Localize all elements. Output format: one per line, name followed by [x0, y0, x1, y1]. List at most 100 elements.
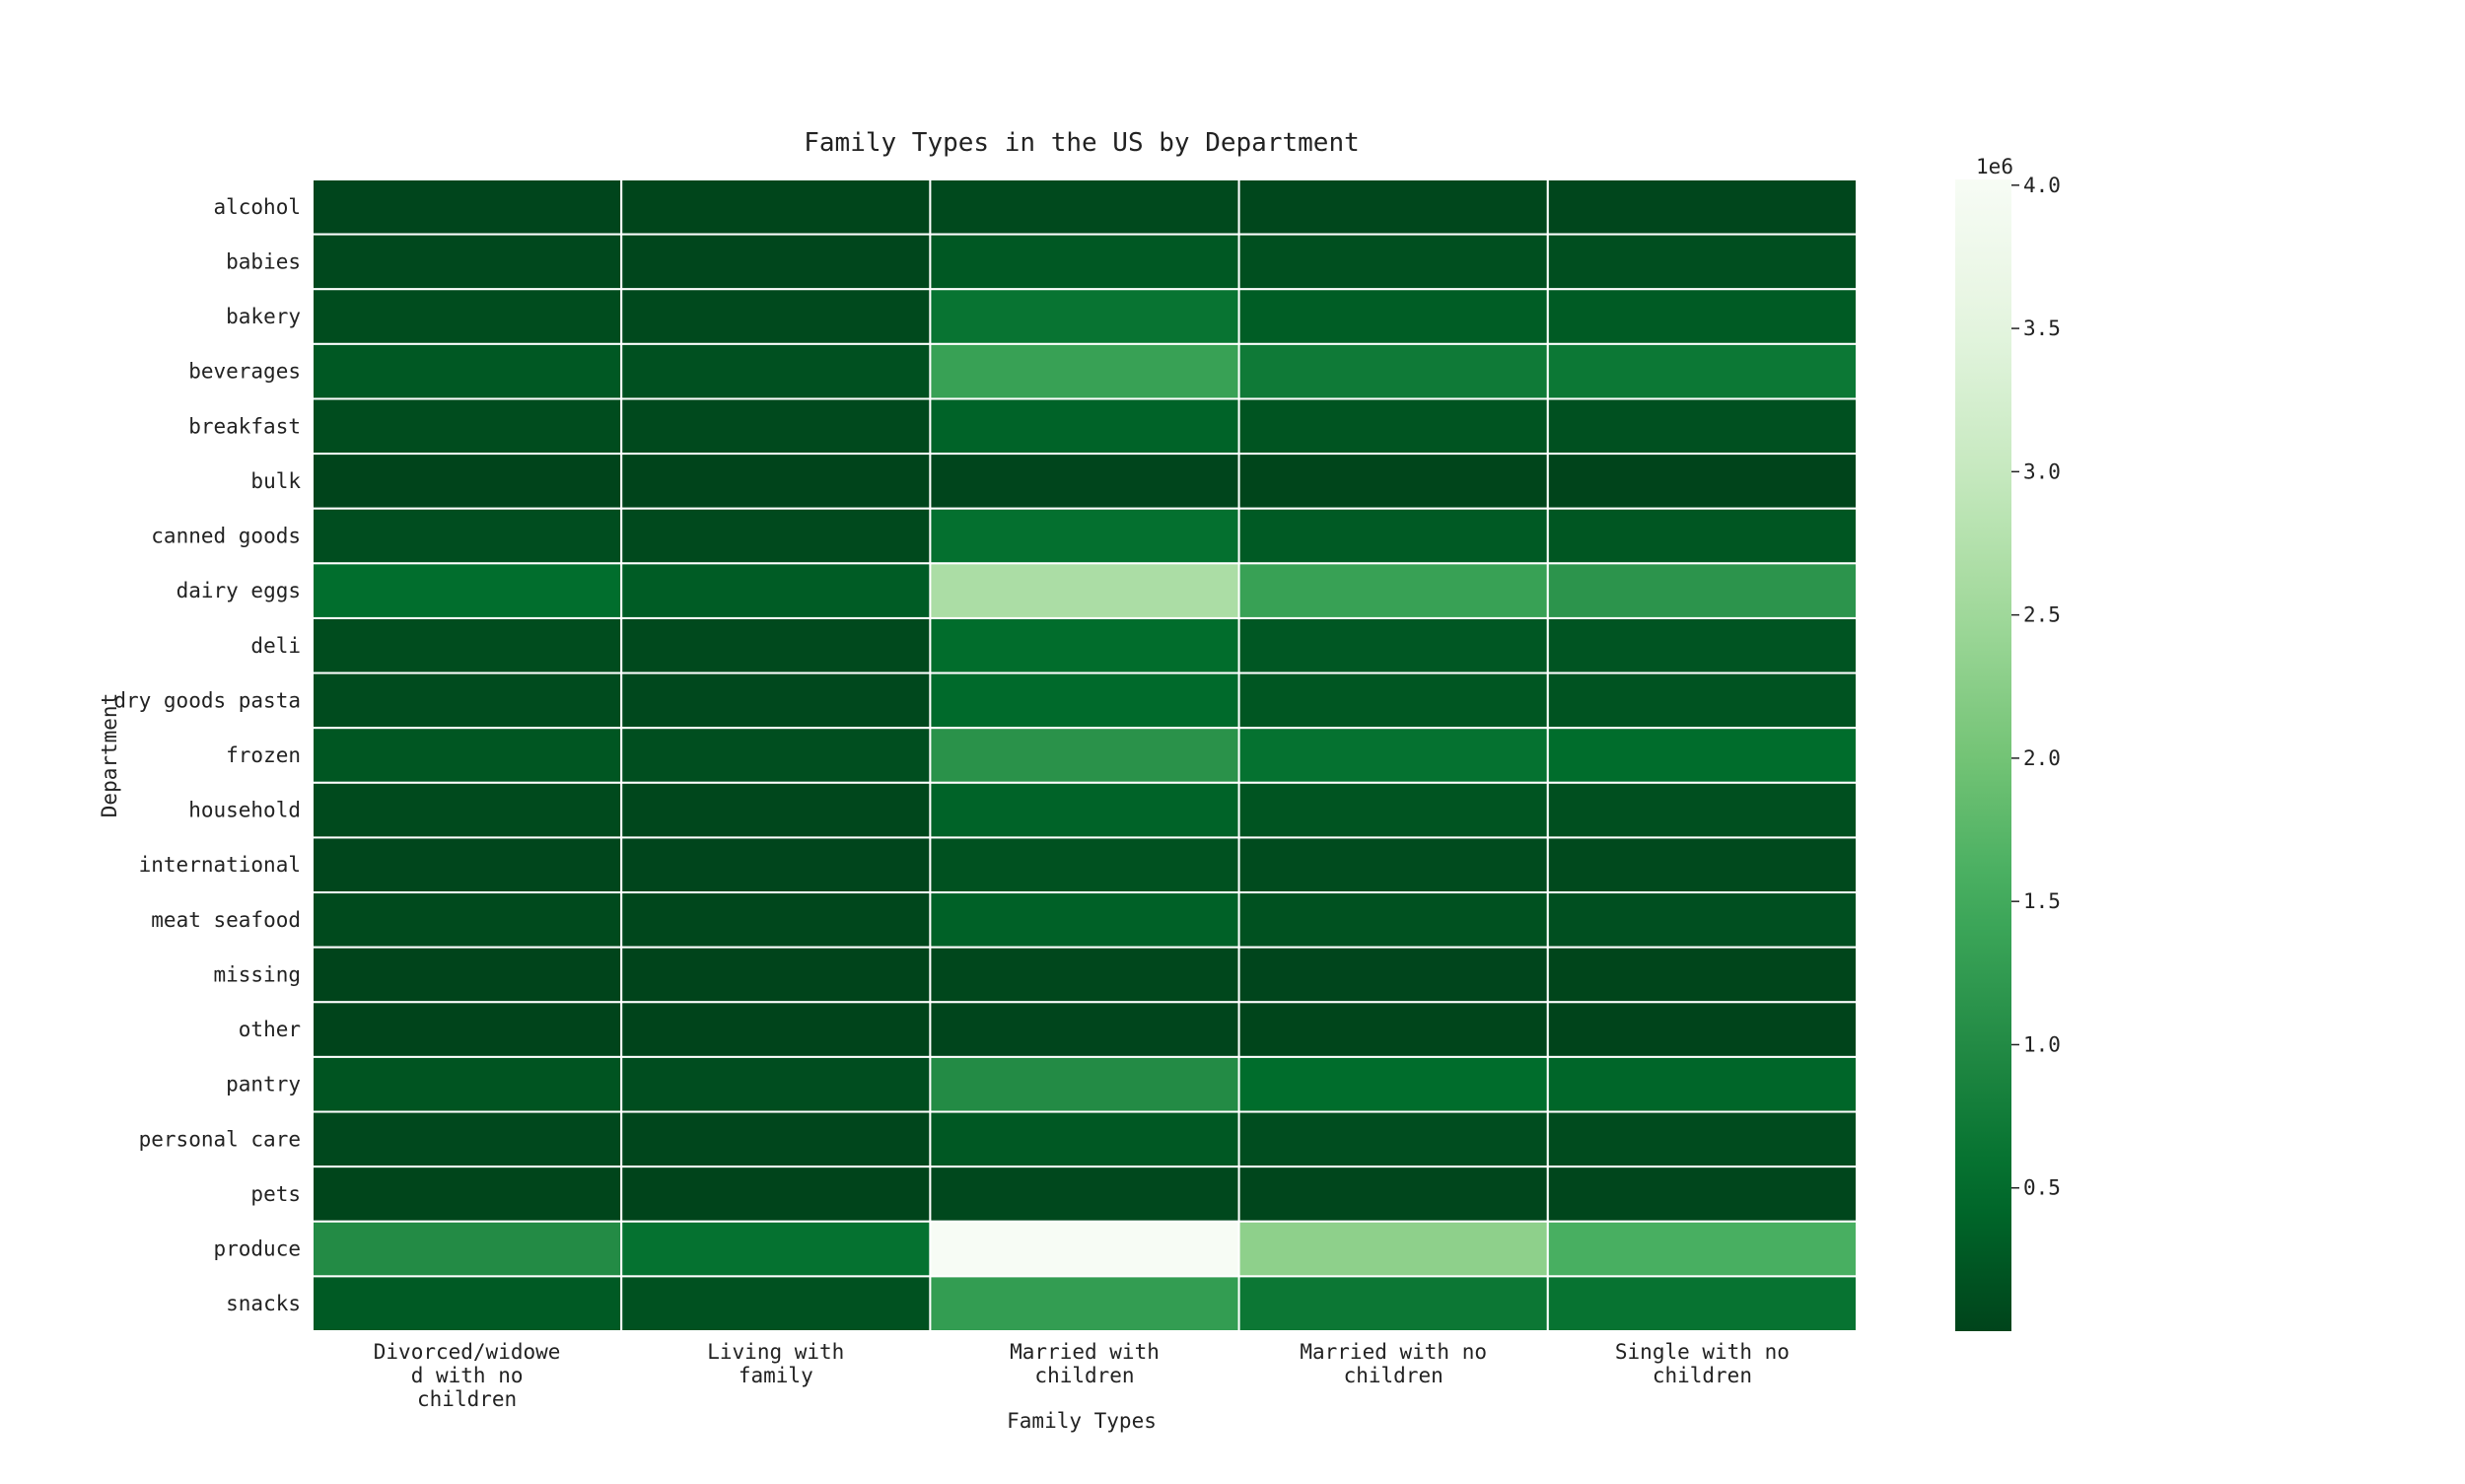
heatmap-cell [620, 288, 932, 345]
heatmap-cell [929, 397, 1240, 456]
heatmap-cell [620, 397, 932, 456]
y-tick-label: frozen [226, 743, 301, 767]
colorbar-ticks: 0.5 1.0 1.5 2.0 2.5 3.0 3.5 4.0 [2011, 174, 2061, 1200]
heatmap-cell [1546, 946, 1859, 1004]
heatmap-cell [929, 946, 1240, 1004]
heatmap-cell [929, 671, 1240, 730]
heatmap-cell [1237, 1220, 1549, 1278]
heatmap-cell [312, 342, 623, 400]
y-tick-label: pantry [226, 1073, 301, 1096]
heatmap-cell [1237, 946, 1549, 1004]
chart-title: Family Types in the US by Department [804, 128, 1360, 158]
heatmap-cell [312, 1166, 623, 1223]
heatmap-cells [312, 178, 1859, 1333]
heatmap-cell [1546, 288, 1859, 345]
heatmap-cell [312, 562, 623, 619]
heatmap-cell [929, 781, 1240, 839]
heatmap-cell [1546, 233, 1859, 291]
heatmap-cell [620, 507, 932, 565]
y-tick-label: breakfast [188, 414, 301, 438]
y-tick-label: meat seafood [151, 908, 301, 932]
heatmap-cell [1546, 507, 1859, 565]
heatmap-cell [929, 1110, 1240, 1168]
y-tick-label: canned goods [151, 525, 301, 548]
heatmap-cell [1237, 1001, 1549, 1058]
heatmap-cell [312, 1110, 623, 1168]
heatmap-cell [1546, 1001, 1859, 1058]
y-tick-label: dry goods pasta [113, 688, 301, 712]
heatmap-cell [1546, 453, 1859, 510]
heatmap-cell [620, 1275, 932, 1333]
heatmap-cell [620, 233, 932, 291]
heatmap-cell [312, 453, 623, 510]
heatmap-cell [312, 781, 623, 839]
heatmap-cell [1237, 178, 1549, 236]
heatmap-cell [312, 836, 623, 894]
heatmap-cell [312, 891, 623, 949]
x-axis-label: Family Types [1007, 1409, 1157, 1433]
y-tick-label: alcohol [213, 195, 301, 219]
heatmap-cell [1237, 616, 1549, 674]
heatmap-cell [1237, 288, 1549, 345]
heatmap-cell [1546, 1166, 1859, 1223]
heatmap-cell [312, 233, 623, 291]
heatmap-cell [1546, 671, 1859, 730]
heatmap-cell [1237, 397, 1549, 456]
heatmap-cell [1546, 836, 1859, 894]
heatmap-cell [929, 616, 1240, 674]
y-tick-labels: alcohol babies bakery beverages breakfast bul… [113, 195, 301, 1315]
y-tick-label: produce [213, 1237, 301, 1261]
heatmap-cell [620, 1055, 932, 1113]
colorbar-tick-label: 2.0 [2023, 746, 2061, 770]
heatmap-cell [620, 1220, 932, 1278]
x-tick-label: Single with no children [1615, 1340, 1790, 1387]
heatmap-cell [312, 616, 623, 674]
heatmap-cell [1237, 1166, 1549, 1223]
heatmap-cell [1546, 891, 1859, 949]
heatmap-cell [620, 781, 932, 839]
heatmap-cell [1237, 453, 1549, 510]
heatmap-cell [620, 1110, 932, 1168]
heatmap-cell [620, 342, 932, 400]
heatmap-cell [1237, 781, 1549, 839]
x-tick-label: Living with family [707, 1340, 844, 1387]
heatmap-cell [929, 453, 1240, 510]
x-tick-label: Divorced/widowe d with no children [374, 1340, 561, 1411]
y-tick-label: pets [250, 1182, 301, 1206]
heatmap-cell [929, 342, 1240, 400]
heatmap-cell [1237, 836, 1549, 894]
heatmap-cell [312, 397, 623, 456]
y-tick-label: beverages [188, 360, 301, 384]
y-tick-label: babies [226, 249, 301, 273]
heatmap-cell [1546, 1275, 1859, 1333]
heatmap-cell [620, 616, 932, 674]
colorbar-tick-label: 4.0 [2023, 174, 2061, 197]
y-tick-label: dairy eggs [176, 579, 301, 602]
x-tick-label: Married with no children [1300, 1340, 1487, 1387]
heatmap-cell [1546, 562, 1859, 619]
heatmap-cell [312, 946, 623, 1004]
heatmap-cell [1546, 1220, 1859, 1278]
y-tick-label: other [239, 1018, 301, 1041]
heatmap-cell [1546, 1055, 1859, 1113]
heatmap-cell [312, 1275, 623, 1333]
heatmap-cell [1546, 1110, 1859, 1168]
heatmap-cell [1546, 727, 1859, 784]
heatmap-cell [312, 671, 623, 730]
heatmap-cell [1237, 671, 1549, 730]
y-tick-label: missing [213, 962, 301, 986]
heatmap-cell [312, 727, 623, 784]
colorbar-tick-label: 0.5 [2023, 1176, 2061, 1200]
heatmap-cell [1237, 233, 1549, 291]
heatmap-cell [620, 562, 932, 619]
x-tick-labels: Divorced/widowe d with no children Living w… [374, 1340, 1790, 1411]
y-axis-label: Department [98, 693, 121, 817]
heatmap-cell [312, 507, 623, 565]
heatmap-cell [929, 891, 1240, 949]
heatmap-cell [929, 1055, 1240, 1113]
heatmap-cell [929, 1001, 1240, 1058]
heatmap-cell [312, 1220, 623, 1278]
heatmap-cell [620, 946, 932, 1004]
